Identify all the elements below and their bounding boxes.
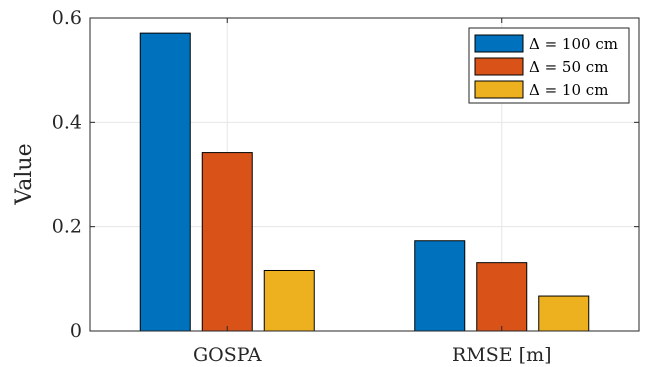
legend-swatch — [475, 81, 523, 98]
legend-swatch — [475, 35, 523, 52]
y-tick-label: 0.2 — [52, 216, 82, 238]
legend-label: Δ = 50 cm — [529, 58, 608, 76]
x-tick-label: GOSPA — [193, 344, 262, 366]
y-tick-label: 0.4 — [52, 111, 82, 133]
legend-swatch — [475, 58, 523, 75]
bar — [539, 296, 589, 331]
x-tick-label: RMSE [m] — [452, 344, 552, 366]
y-tick-label: 0.6 — [52, 7, 82, 29]
bar — [140, 33, 190, 331]
bar — [264, 270, 314, 331]
bar — [477, 263, 527, 331]
legend-label: Δ = 10 cm — [529, 81, 608, 99]
bar — [415, 241, 465, 331]
y-axis-label: Value — [12, 143, 37, 205]
legend[interactable]: Δ = 100 cm Δ = 50 cm Δ = 10 cm — [469, 28, 629, 103]
legend-label: Δ = 100 cm — [529, 35, 618, 53]
bar — [202, 153, 252, 331]
y-tick-label: 0 — [70, 320, 82, 342]
